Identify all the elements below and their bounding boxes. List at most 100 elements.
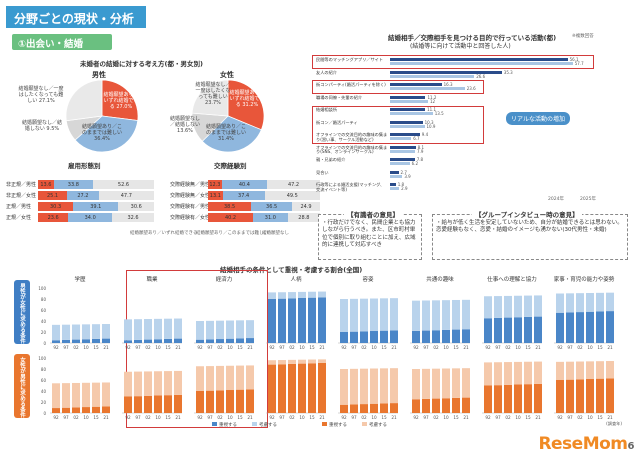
- bar-consider: [370, 368, 378, 404]
- year-tick: 10: [299, 415, 305, 420]
- bar-consider: [596, 292, 604, 312]
- year-tick: 10: [515, 345, 521, 350]
- bar-consider: [278, 292, 286, 299]
- bar-consider: [206, 366, 214, 391]
- year-tick: 97: [567, 415, 573, 420]
- stack-row-label: 交際経験無／男性: [170, 182, 211, 188]
- bar-important: [586, 311, 594, 343]
- year-tick: 21: [319, 415, 325, 420]
- y-tick: 60: [41, 308, 47, 313]
- activity-bar-2025: [390, 149, 416, 153]
- activity-value-2025: 26.6: [476, 73, 486, 79]
- y-tick: 40: [41, 319, 47, 324]
- year-tick: 21: [103, 415, 109, 420]
- bar-consider: [174, 318, 182, 339]
- year-tick: 15: [525, 415, 531, 420]
- year-tick: 21: [391, 345, 397, 350]
- bar-consider: [556, 361, 564, 380]
- year-tick: 02: [505, 415, 511, 420]
- bar-consider: [72, 382, 80, 408]
- year-tick: 15: [525, 345, 531, 350]
- activity-bar-2024: [390, 95, 426, 99]
- bar-consider: [174, 370, 182, 395]
- experience-title: 交際経験別: [214, 162, 247, 170]
- activity-value-2025: 3.9: [404, 173, 411, 179]
- year-tick: 02: [505, 345, 511, 350]
- bar-important: [196, 339, 204, 343]
- bar-important: [412, 330, 420, 343]
- stack-seg: 34.0: [68, 213, 113, 222]
- opinion-group: [432, 214, 628, 260]
- stack-seg: 24.9: [292, 202, 320, 211]
- year-tick: 21: [247, 415, 253, 420]
- activity-row-label: 職場の同僚・先輩の紹介: [316, 94, 363, 100]
- year-tick: 97: [63, 415, 69, 420]
- pie-slice-3: [65, 79, 103, 122]
- bar-important: [596, 311, 604, 343]
- activity-row-label: オフラインでの交流目的の趣味の集まり(習い事、サークル活動など): [316, 132, 388, 142]
- bar-important: [606, 311, 614, 343]
- year-tick: 02: [73, 415, 79, 420]
- year-tick: 21: [607, 415, 613, 420]
- bar-consider: [566, 361, 574, 380]
- pie-female-a: 結婚願望あり／いずれ結婚できる 31.2%: [229, 90, 265, 108]
- bar-consider: [370, 298, 378, 332]
- bar-consider: [576, 361, 584, 380]
- bar-important: [504, 384, 512, 413]
- bar-important: [514, 317, 522, 343]
- highlight-app: [312, 55, 594, 69]
- year-tick: 92: [197, 415, 203, 420]
- year-tick: 10: [155, 345, 161, 350]
- activity-value-2025: 10.9: [426, 123, 436, 129]
- bar-important: [390, 403, 398, 413]
- bar-consider: [308, 359, 316, 364]
- y-tick: 20: [41, 330, 47, 335]
- panel-title: 家事・育児の能力や姿勢: [554, 275, 615, 283]
- bar-important: [288, 363, 296, 413]
- bar-consider: [484, 296, 492, 319]
- bar-important: [442, 398, 450, 413]
- activity-value-2024: 9.4: [421, 132, 429, 137]
- pie-slice-1: [201, 115, 262, 153]
- activity-bar-2024: [390, 133, 420, 136]
- year-tick: 10: [587, 415, 593, 420]
- activity-bar-2025: [390, 87, 465, 90]
- bar-consider: [124, 371, 132, 397]
- year-tick: 97: [423, 345, 429, 350]
- stack-seg: 28.8: [287, 213, 320, 222]
- activity-note: ※複数回答: [572, 34, 594, 39]
- pie-male-b: 結婚願望あり／このままでは難しい 36.4%: [82, 124, 123, 142]
- bar-consider: [72, 324, 80, 340]
- year-tick: 10: [227, 415, 233, 420]
- bar-consider: [206, 320, 214, 340]
- bar-consider: [278, 360, 286, 365]
- bar-important: [62, 407, 70, 413]
- activity-bar-2024: [390, 145, 416, 149]
- activity-bar-2025: [390, 174, 403, 178]
- bar-consider: [462, 368, 470, 398]
- year-tick: 97: [279, 345, 285, 350]
- bar-consider: [52, 383, 60, 409]
- pie-female-b: 結婚願望あり／このままでは難しい 31.4%: [206, 124, 247, 142]
- year-tick: 15: [237, 415, 243, 420]
- pie-slice-0: [227, 79, 265, 131]
- stack-row-label: 交際経験有／女性: [170, 215, 211, 221]
- bar-consider: [62, 383, 70, 408]
- y-tick: 20: [41, 400, 47, 405]
- bar-consider: [236, 320, 244, 339]
- stack-seg: 13.6: [38, 180, 54, 189]
- bar-important: [82, 339, 90, 343]
- activity-title: 結婚相手／交際相手を見つける目的で行っている活動(都): [388, 34, 557, 42]
- bar-consider: [288, 292, 296, 299]
- stack-row: 25.1 27.2 47.7: [38, 191, 154, 200]
- activity-row-label: 民間等のマッチングアプリ／サイト: [316, 57, 384, 62]
- year-tick: 97: [351, 345, 357, 350]
- year-tick: 97: [567, 345, 573, 350]
- year-tick: 15: [381, 345, 387, 350]
- bar-consider: [52, 324, 60, 341]
- pie-male-label: 男性: [92, 71, 106, 79]
- legend-swatch: [362, 422, 367, 426]
- activity-row-label: オフラインでの交流目的の趣味の集まり(SNS、オンラインサークル): [316, 144, 388, 155]
- activity-value-2025: 57.7: [574, 61, 584, 66]
- bar-consider: [412, 369, 420, 400]
